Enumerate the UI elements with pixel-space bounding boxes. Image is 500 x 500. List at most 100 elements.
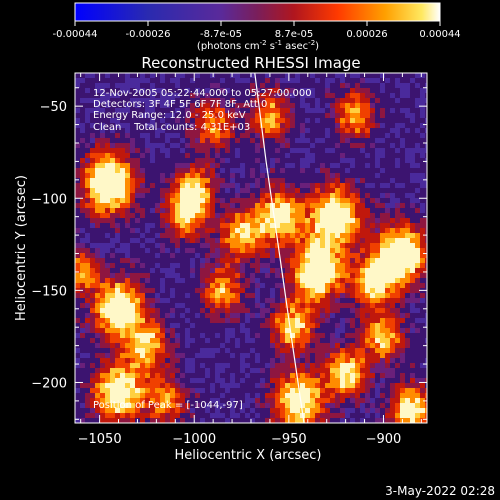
heatmap-cell — [335, 143, 340, 148]
heatmap-cell — [285, 268, 290, 273]
heatmap-cell — [275, 203, 280, 208]
heatmap-cell — [420, 218, 425, 223]
heatmap-cell — [185, 293, 190, 298]
heatmap-cell — [405, 193, 410, 198]
heatmap-cell — [90, 413, 95, 418]
heatmap-cell — [205, 268, 210, 273]
heatmap-cell — [350, 238, 355, 243]
heatmap-cell — [315, 103, 320, 108]
heatmap-cell — [100, 403, 105, 408]
heatmap-cell — [415, 98, 420, 103]
heatmap-cell — [410, 238, 415, 243]
heatmap-cell — [360, 288, 365, 293]
heatmap-cell — [390, 228, 395, 233]
heatmap-cell — [240, 113, 245, 118]
heatmap-cell — [285, 238, 290, 243]
heatmap-cell — [410, 228, 415, 233]
heatmap-cell — [370, 283, 375, 288]
heatmap-cell — [335, 298, 340, 303]
heatmap-cell — [375, 263, 380, 268]
heatmap-cell — [345, 293, 350, 298]
heatmap-cell — [260, 223, 265, 228]
heatmap-cell — [215, 313, 220, 318]
heatmap-cell — [375, 268, 380, 273]
heatmap-cell — [365, 128, 370, 133]
heatmap-cell — [315, 208, 320, 213]
heatmap-cell — [195, 353, 200, 358]
heatmap-cell — [290, 148, 295, 153]
heatmap-cell — [145, 383, 150, 388]
heatmap-cell — [350, 133, 355, 138]
heatmap-cell — [270, 398, 275, 403]
heatmap-cell — [290, 213, 295, 218]
heatmap-cell — [85, 248, 90, 253]
heatmap-cell — [280, 208, 285, 213]
heatmap-cell — [330, 258, 335, 263]
heatmap-cell — [335, 403, 340, 408]
heatmap-cell — [165, 298, 170, 303]
heatmap-cell — [80, 263, 85, 268]
heatmap-cell — [275, 393, 280, 398]
heatmap-cell — [305, 413, 310, 418]
heatmap-cell — [130, 308, 135, 313]
heatmap-cell — [200, 178, 205, 183]
heatmap-cell — [230, 183, 235, 188]
heatmap-cell — [405, 283, 410, 288]
heatmap-cell — [330, 183, 335, 188]
heatmap-cell — [295, 148, 300, 153]
heatmap-cell — [170, 328, 175, 333]
heatmap-cell — [365, 288, 370, 293]
heatmap-cell — [180, 313, 185, 318]
heatmap-cell — [125, 193, 130, 198]
heatmap-cell — [200, 128, 205, 133]
heatmap-cell — [130, 138, 135, 143]
heatmap-cell — [210, 128, 215, 133]
heatmap-cell — [385, 318, 390, 323]
heatmap-cell — [275, 273, 280, 278]
heatmap-cell — [90, 133, 95, 138]
heatmap-cell — [405, 93, 410, 98]
heatmap-cell — [290, 298, 295, 303]
heatmap-cell — [330, 393, 335, 398]
heatmap-cell — [225, 118, 230, 123]
heatmap-cell — [135, 293, 140, 298]
heatmap-cell — [315, 218, 320, 223]
x-tick-label: −900 — [366, 432, 402, 447]
heatmap-cell — [115, 388, 120, 393]
heatmap-cell — [335, 218, 340, 223]
heatmap-cell — [140, 173, 145, 178]
heatmap-cell — [150, 358, 155, 363]
heatmap-cell — [235, 288, 240, 293]
heatmap-cell — [115, 238, 120, 243]
heatmap-cell — [145, 393, 150, 398]
heatmap-cell — [260, 198, 265, 203]
colorbar-units-label: (photons cm-2 s-1 asec-2) — [197, 39, 319, 52]
heatmap-cell — [295, 368, 300, 373]
solar-limb-line — [254, 73, 305, 423]
heatmap-cell — [210, 98, 215, 103]
heatmap-cell — [355, 113, 360, 118]
heatmap-cell — [305, 208, 310, 213]
timestamp: 3-May-2022 02:28 — [385, 484, 495, 498]
heatmap-cell — [155, 418, 160, 423]
heatmap-cell — [205, 103, 210, 108]
heatmap-cell — [345, 178, 350, 183]
heatmap-cell — [235, 298, 240, 303]
heatmap-cell — [210, 213, 215, 218]
heatmap-cell — [330, 213, 335, 218]
heatmap-cell — [100, 408, 105, 413]
heatmap-cell — [395, 273, 400, 278]
heatmap-cell — [415, 328, 420, 333]
heatmap-cell — [265, 178, 270, 183]
heatmap-cell — [200, 143, 205, 148]
heatmap-cell — [285, 408, 290, 413]
heatmap-cell — [235, 218, 240, 223]
heatmap-cell — [75, 268, 80, 273]
heatmap-cell — [100, 153, 105, 158]
heatmap-cell — [85, 158, 90, 163]
heatmap-cell — [240, 288, 245, 293]
heatmap-cell — [370, 238, 375, 243]
heatmap-cell — [200, 298, 205, 303]
heatmap-cell — [220, 273, 225, 278]
heatmap-cell — [420, 73, 425, 78]
